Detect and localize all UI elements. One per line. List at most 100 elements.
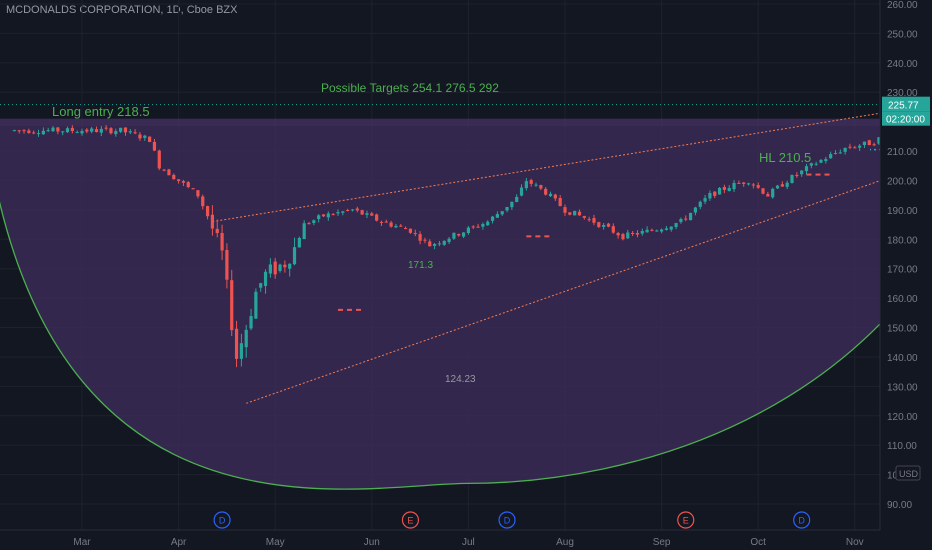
candle-body bbox=[732, 182, 736, 190]
candle-body bbox=[225, 250, 229, 280]
price-tick: 240.00 bbox=[887, 59, 918, 70]
candle-body bbox=[234, 328, 239, 359]
candle-body bbox=[336, 212, 340, 214]
candle-body bbox=[684, 218, 688, 220]
candle-body bbox=[602, 225, 606, 227]
candle-body bbox=[90, 128, 94, 132]
candle-body bbox=[867, 140, 871, 146]
month-tick: Apr bbox=[171, 537, 187, 548]
candle-body bbox=[688, 212, 693, 221]
price-tick: 200.00 bbox=[887, 176, 918, 187]
candle-body bbox=[172, 174, 176, 180]
candle-body bbox=[418, 234, 422, 241]
candle-body bbox=[824, 159, 828, 162]
candle-body bbox=[263, 271, 268, 286]
currency-box[interactable] bbox=[895, 465, 921, 481]
dividend-marker[interactable]: D bbox=[793, 511, 811, 529]
label-171: 171.3 bbox=[408, 260, 433, 271]
candle-body bbox=[423, 239, 427, 241]
candle-body bbox=[515, 196, 519, 202]
candle-body bbox=[186, 182, 190, 188]
candle-body bbox=[51, 127, 55, 132]
candle-body bbox=[558, 198, 562, 207]
price-tick: 260.00 bbox=[887, 0, 918, 11]
candle-body bbox=[519, 187, 524, 196]
month-tick: May bbox=[266, 537, 285, 548]
month-tick: Jul bbox=[462, 537, 475, 548]
candle-body bbox=[22, 130, 26, 132]
candle-body bbox=[534, 184, 538, 186]
candle-body bbox=[355, 208, 359, 211]
price-axis[interactable]: 260.00 250.00 240.00 230.00 210.00 200.00 190.… bbox=[879, 0, 932, 550]
candle-body bbox=[486, 221, 490, 226]
marker-circle bbox=[213, 511, 231, 529]
currency-label: USD bbox=[899, 469, 919, 479]
candle-body bbox=[346, 209, 350, 211]
candle-body bbox=[814, 163, 818, 165]
dividend-marker[interactable]: D bbox=[498, 511, 516, 529]
candle-body bbox=[804, 166, 809, 172]
candle-body bbox=[428, 241, 432, 247]
candle-body bbox=[795, 175, 799, 177]
marker-circle bbox=[401, 511, 420, 529]
countdown-tag bbox=[882, 111, 930, 126]
candle-body bbox=[771, 188, 775, 198]
candle-body bbox=[843, 147, 847, 152]
candle-body bbox=[94, 129, 99, 133]
candle-body bbox=[447, 238, 451, 243]
month-tick: Aug bbox=[556, 537, 574, 548]
header-sep-2: , bbox=[180, 4, 187, 16]
candle-body bbox=[766, 194, 770, 197]
candle-body bbox=[650, 229, 654, 231]
candle-body bbox=[466, 227, 470, 234]
candle-body bbox=[99, 128, 103, 133]
candle-body bbox=[350, 209, 355, 211]
month-tick: Jun bbox=[364, 537, 380, 548]
candle-body bbox=[742, 182, 746, 184]
candle-body bbox=[679, 218, 683, 223]
candle-body bbox=[210, 214, 215, 229]
candle-body bbox=[437, 243, 442, 245]
candle-body bbox=[27, 130, 31, 133]
candle-body bbox=[862, 141, 867, 146]
candle-body bbox=[708, 192, 712, 199]
candle-body bbox=[660, 229, 664, 232]
candle-body bbox=[85, 129, 89, 132]
candle-body bbox=[259, 283, 263, 288]
candle-body bbox=[297, 237, 301, 248]
candle-body bbox=[244, 329, 248, 348]
dividend-marker[interactable]: D bbox=[213, 511, 231, 529]
candle-body bbox=[394, 225, 398, 228]
candle-body bbox=[46, 130, 50, 132]
earnings-marker[interactable]: E bbox=[401, 511, 420, 529]
price-axis-bg bbox=[880, 0, 932, 550]
candle-body bbox=[785, 182, 789, 187]
price-tick: 140.00 bbox=[887, 353, 918, 364]
price-tick: 250.00 bbox=[887, 29, 918, 40]
candle-body bbox=[283, 264, 287, 268]
candle-body bbox=[853, 147, 857, 149]
candle-body bbox=[877, 137, 881, 144]
candle-body bbox=[56, 127, 60, 132]
price-tick: 210.00 bbox=[887, 147, 918, 158]
cup-fill bbox=[0, 126, 932, 490]
header-sep-1: , bbox=[160, 4, 167, 16]
candle-body bbox=[790, 175, 794, 183]
candle-body bbox=[157, 150, 161, 169]
candle-body bbox=[408, 228, 413, 233]
candle-body bbox=[505, 207, 509, 211]
last-price-tag bbox=[882, 96, 930, 112]
price-tick: 230.00 bbox=[887, 88, 918, 99]
time-axis[interactable]: Mar Apr May Jun Jul Aug Sep Oct Nov bbox=[0, 529, 880, 550]
candle-body bbox=[539, 185, 543, 189]
candle-body bbox=[872, 144, 876, 146]
candle-body bbox=[162, 169, 166, 171]
earnings-marker[interactable]: E bbox=[677, 511, 695, 529]
candle-body bbox=[119, 127, 123, 132]
candle-body bbox=[177, 179, 181, 181]
candle-body bbox=[312, 220, 316, 223]
candle-body bbox=[573, 210, 577, 216]
candle-body bbox=[326, 213, 330, 218]
candle-body bbox=[524, 181, 528, 189]
